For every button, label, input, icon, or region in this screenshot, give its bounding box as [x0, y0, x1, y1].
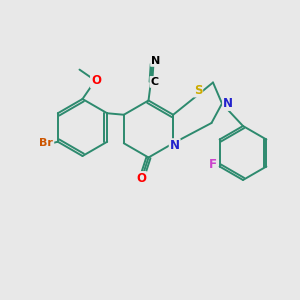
Text: C: C — [150, 77, 159, 87]
Text: O: O — [136, 172, 146, 185]
Text: N: N — [151, 56, 160, 66]
Text: N: N — [223, 97, 233, 110]
Text: F: F — [209, 158, 217, 172]
Text: Br: Br — [40, 138, 53, 148]
Text: N: N — [170, 139, 180, 152]
Text: S: S — [194, 83, 202, 97]
Text: O: O — [91, 74, 101, 88]
